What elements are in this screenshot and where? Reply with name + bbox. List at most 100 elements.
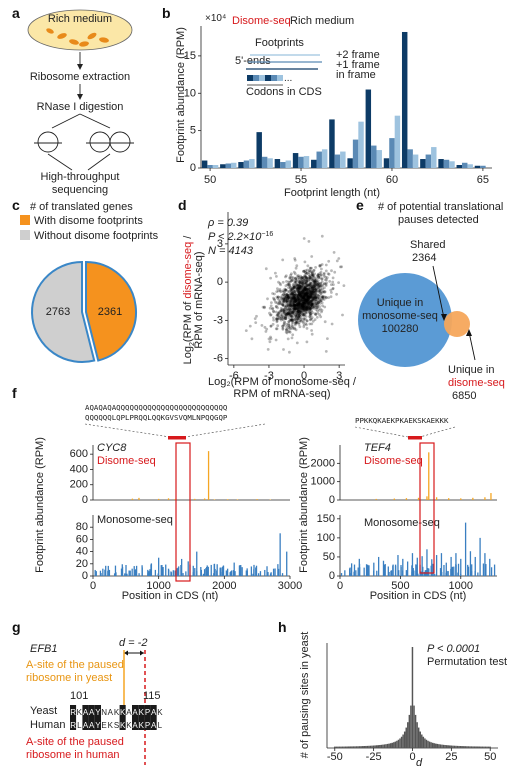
b-y-tick-label: 5 xyxy=(190,125,196,137)
d-point xyxy=(281,324,284,328)
d-point xyxy=(321,295,325,299)
d-point xyxy=(298,311,301,315)
d-point xyxy=(300,302,303,306)
d-point xyxy=(306,291,310,295)
h-bar xyxy=(407,722,409,748)
g-human-residue: A xyxy=(89,721,95,730)
d-point xyxy=(312,306,316,310)
d-point xyxy=(284,299,288,303)
g-align-cell xyxy=(144,705,151,730)
b-x-tick-label: 50 xyxy=(204,174,216,186)
d-point xyxy=(307,292,311,296)
d-point xyxy=(291,327,295,330)
d-point xyxy=(277,311,281,315)
d-point xyxy=(263,325,267,329)
h-bar xyxy=(377,745,379,748)
d-point xyxy=(322,290,326,293)
d-point xyxy=(297,302,301,306)
d-point xyxy=(303,294,306,298)
b-exponent: ×10⁴ xyxy=(205,13,226,24)
d-point xyxy=(288,350,291,354)
d-point xyxy=(276,317,279,321)
d-point xyxy=(297,283,301,287)
d-point xyxy=(308,301,311,305)
d-point xyxy=(305,299,309,303)
d-point xyxy=(288,318,292,322)
d-point xyxy=(295,288,299,292)
d-point xyxy=(319,299,322,303)
d-point xyxy=(307,307,311,310)
d-point xyxy=(287,309,291,312)
d-point xyxy=(289,314,293,318)
panel-e: # of potential translational pauses dete… xyxy=(358,201,505,402)
d-point xyxy=(275,290,279,293)
d-ylabel-a: (RPM of xyxy=(182,299,194,342)
h-x-tick-label: -25 xyxy=(366,751,382,763)
d-point xyxy=(281,310,285,314)
d-point xyxy=(291,293,295,297)
pie-slice-with xyxy=(85,260,137,362)
d-point xyxy=(281,304,285,307)
d-point xyxy=(310,299,314,302)
d-point xyxy=(288,295,292,299)
d-point xyxy=(284,317,287,320)
d-point xyxy=(325,278,328,282)
d-point xyxy=(306,298,309,302)
d-point xyxy=(284,309,288,313)
d-point xyxy=(307,302,311,306)
d-point xyxy=(308,307,312,310)
d-point xyxy=(310,301,314,305)
d-point xyxy=(300,292,304,296)
d-point xyxy=(304,269,307,272)
d-point xyxy=(304,272,308,276)
d-point xyxy=(294,280,298,284)
d-point xyxy=(303,298,306,302)
d-point xyxy=(283,295,287,299)
codon-strip: ... xyxy=(247,73,292,86)
d-point xyxy=(300,307,303,310)
panel-label-a: a xyxy=(12,5,20,21)
d-point xyxy=(296,298,299,302)
d-p-exp: −16 xyxy=(261,231,273,238)
b-bar xyxy=(412,154,419,168)
d-point xyxy=(318,264,321,268)
d-point xyxy=(302,283,305,287)
d-point xyxy=(302,307,305,311)
d-point xyxy=(311,304,314,308)
d-point xyxy=(287,286,290,289)
d-point xyxy=(308,292,312,296)
h-bar xyxy=(464,746,467,748)
d-point xyxy=(308,305,312,309)
d-point xyxy=(277,314,280,318)
d-point xyxy=(329,295,333,299)
d-point xyxy=(296,286,300,289)
d-point xyxy=(288,309,292,312)
d-point xyxy=(300,302,304,305)
d-point xyxy=(292,286,296,290)
d-point xyxy=(306,308,309,312)
d-point xyxy=(279,295,282,299)
b-bar xyxy=(231,162,237,168)
d-point xyxy=(291,287,295,291)
d-point xyxy=(298,300,302,304)
d-point xyxy=(320,277,324,281)
d-point xyxy=(286,283,290,287)
d-point xyxy=(292,298,296,302)
f-left-gene: CYC8 xyxy=(97,442,127,454)
g-align-cell xyxy=(107,705,114,730)
d-point xyxy=(255,314,258,318)
d-point xyxy=(279,317,282,321)
d-point xyxy=(300,304,303,308)
d-point xyxy=(317,290,321,294)
g-human-residue: L xyxy=(77,721,82,730)
d-point xyxy=(310,273,314,277)
d-point xyxy=(292,304,296,308)
d-point xyxy=(303,307,307,311)
d-point xyxy=(305,306,309,310)
d-point xyxy=(279,309,283,313)
venn-disome xyxy=(444,311,470,337)
d-point xyxy=(283,297,287,300)
b-bar xyxy=(329,119,335,168)
d-point xyxy=(305,287,309,291)
d-point xyxy=(309,303,313,307)
